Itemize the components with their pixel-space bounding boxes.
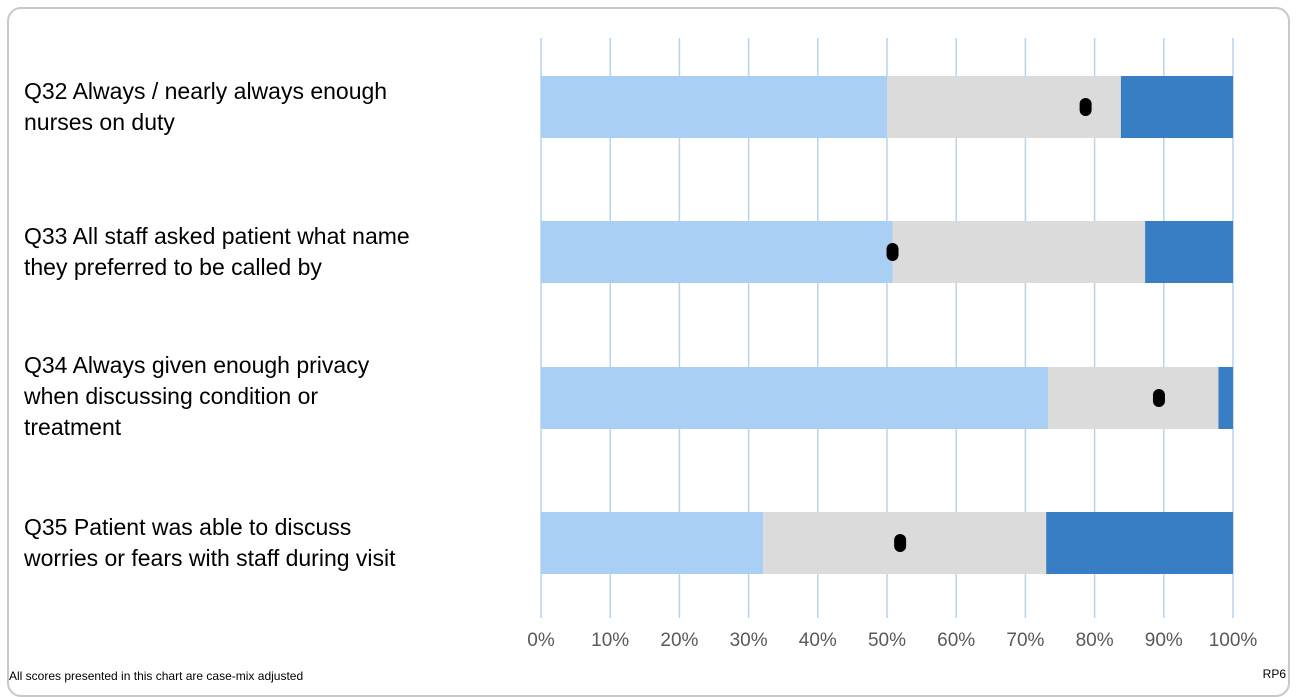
- bar-segment-3: [1218, 367, 1233, 429]
- x-tick-label: 40%: [799, 630, 837, 651]
- bar-segment-1: [541, 221, 893, 283]
- x-tick-label: 80%: [1076, 630, 1114, 651]
- bar-segment-3: [1046, 512, 1233, 574]
- x-tick-label: 10%: [591, 630, 629, 651]
- category-label-q32: Q32 Always / nearly always enough nurses…: [24, 78, 388, 135]
- x-tick-label: 60%: [937, 630, 975, 651]
- category-label-q33: Q33 All staff asked patient what name th…: [24, 223, 410, 280]
- bar-segment-3: [1145, 221, 1233, 283]
- score-marker: [886, 243, 899, 261]
- chart-code: RP6: [1262, 667, 1286, 681]
- x-tick-label: 100%: [1209, 630, 1258, 651]
- category-label-q35: Q35 Patient was able to discuss worries …: [24, 514, 396, 571]
- bar-segment-1: [541, 367, 1049, 429]
- footnote: All scores presented in this chart are c…: [9, 669, 304, 683]
- x-tick-label: 50%: [868, 630, 906, 651]
- category-label-q34: Q34 Always given enough privacy when dis…: [24, 352, 370, 440]
- score-marker: [894, 534, 907, 552]
- x-tick-label: 0%: [527, 630, 555, 651]
- bar-segment-1: [541, 76, 887, 138]
- x-tick-label: 20%: [660, 630, 698, 651]
- x-tick-label: 30%: [730, 630, 768, 651]
- x-tick-label: 70%: [1006, 630, 1044, 651]
- score-marker: [1152, 389, 1165, 407]
- bar-segment-3: [1120, 76, 1233, 138]
- score-marker: [1079, 98, 1092, 116]
- bar-segment-2: [892, 221, 1146, 283]
- bar-segment-2: [1048, 367, 1219, 429]
- bar-segment-1: [541, 512, 764, 574]
- x-tick-label: 90%: [1145, 630, 1183, 651]
